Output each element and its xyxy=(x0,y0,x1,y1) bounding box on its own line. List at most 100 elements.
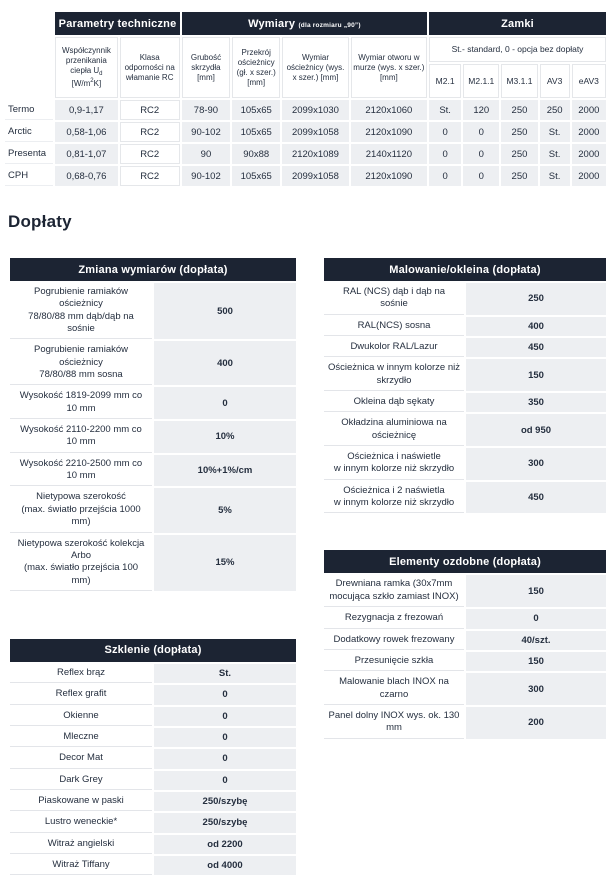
surcharge-price: 300 xyxy=(466,448,606,480)
table-row: Lustro weneckie* 250/szybę xyxy=(10,813,296,833)
cell-rc: RC2 xyxy=(119,166,180,186)
surcharge-label: Dark Grey xyxy=(10,770,152,790)
surcharge-price: 0 xyxy=(154,706,296,726)
table-row: Mleczne 0 xyxy=(10,727,296,748)
col-header-wall-opening: Wymiar otworu w murze (wys. x szer.) [mm… xyxy=(350,37,428,98)
surcharge-label: Nietypowa szerokość kolekcja Arbo (max. … xyxy=(10,534,152,591)
surcharge-table-elementy-ozdobne: Elementy ozdobne (dopłata) Drewniana ram… xyxy=(322,548,608,740)
surcharge-label: Dwukolor RAL/Lazur xyxy=(324,338,464,358)
table-row: Wysokość 2110-2200 mm co 10 mm 10% xyxy=(10,421,296,453)
cell-rc: RC2 xyxy=(119,144,180,164)
surcharge-price: 400 xyxy=(466,316,606,337)
table-row: Piaskowane w paski 250/szybę xyxy=(10,791,296,812)
surcharge-table-title: Elementy ozdobne (dopłata) xyxy=(324,550,606,574)
table-row: Wysokość 2210-2500 mm co 10 mm 10%+1%/cm xyxy=(10,454,296,487)
surcharge-label: Ościeżnica i 2 naświetla w innym kolorze… xyxy=(324,481,464,514)
table-row: Drewniana ramka (30x7mm mocująca szkło z… xyxy=(324,575,606,608)
surcharge-price: 250/szybę xyxy=(154,813,296,833)
spec-table-section: Parametry techniczne Wymiary (dla rozmia… xyxy=(0,0,612,188)
col-header-rc: Klasa odporności na włamanie RC xyxy=(119,37,180,98)
cell-thickness: 78-90 xyxy=(181,100,231,120)
surcharge-price: 350 xyxy=(466,393,606,413)
surcharge-label: Ościeżnica i naświetle w innym kolorze n… xyxy=(324,448,464,480)
table-row: Ościeżnica i 2 naświetla w innym kolorze… xyxy=(324,481,606,514)
table-row: Decor Mat 0 xyxy=(10,749,296,769)
table-row: Ościeżnica w innym kolorze niż skrzydło 1… xyxy=(324,359,606,392)
surcharge-label: Mleczne xyxy=(10,727,152,748)
surcharge-label: Przesunięcie szkła xyxy=(324,651,464,672)
surcharge-table-malowanie: Malowanie/okleina (dopłata) RAL (NCS) dą… xyxy=(322,256,608,515)
row-label: Termo xyxy=(5,100,54,120)
surcharge-table-title: Szklenie (dopłata) xyxy=(10,638,296,662)
cell-av3: St. xyxy=(539,144,570,164)
cell-wall-opening: 2120x1090 xyxy=(350,166,428,186)
surcharge-label: RAL(NCS) sosna xyxy=(324,316,464,337)
cell-m311: 250 xyxy=(501,122,538,142)
cell-ud: 0,9-1,17 xyxy=(55,100,118,120)
cell-ud: 0,81-1,07 xyxy=(55,144,118,164)
col-header-m21: M2.1 xyxy=(429,64,462,98)
section-title: Zamki xyxy=(501,17,534,30)
col-header-av3: AV3 xyxy=(539,64,570,98)
table-row: Dwukolor RAL/Lazur 450 xyxy=(324,338,606,358)
cell-wall-opening: 2120x1090 xyxy=(350,122,428,142)
cell-wall-opening: 2120x1060 xyxy=(350,100,428,120)
surcharge-price: 150 xyxy=(466,359,606,392)
surcharge-price: od 4000 xyxy=(154,855,296,876)
surcharge-column-left: Zmiana wymiarów (dopłata) Pogrubienie ra… xyxy=(8,256,298,877)
cell-wall-opening: 2140x1120 xyxy=(350,144,428,164)
col-header-m311: M3.1.1 xyxy=(501,64,538,98)
table-row: Nietypowa szerokość (max. światło przejś… xyxy=(10,488,296,533)
surcharge-price: 450 xyxy=(466,481,606,514)
table-row-cph: CPH 0,68-0,76 RC2 90-102 105x65 2099x105… xyxy=(5,166,606,186)
cell-rc: RC2 xyxy=(119,122,180,142)
surcharge-price: 0 xyxy=(154,727,296,748)
table-row: Panel dolny INOX wys. ok. 130 mm 200 xyxy=(324,706,606,739)
table-row: Witraż Tiffany od 4000 xyxy=(10,855,296,876)
surcharge-price: 0 xyxy=(154,685,296,705)
cell-frame-dim: 2099x1030 xyxy=(282,100,349,120)
section-bar-zamki: Zamki xyxy=(429,12,606,35)
col-header-frame-dim: Wymiar ościeżnicy (wys. x szer.) [mm] xyxy=(282,37,349,98)
spec-lock-cols-row: M2.1 M2.1.1 M3.1.1 AV3 eAV3 xyxy=(5,64,606,98)
surcharge-label: Pogrubienie ramiaków ościeżnicy 78/80/88… xyxy=(10,283,152,340)
surcharge-price: 0 xyxy=(154,770,296,790)
surcharge-table-zmiana-wymiarow: Zmiana wymiarów (dopłata) Pogrubienie ra… xyxy=(8,256,298,593)
surcharge-label: Ościeżnica w innym kolorze niż skrzydło xyxy=(324,359,464,392)
surcharge-label: Piaskowane w paski xyxy=(10,791,152,812)
surcharge-price: 10%+1%/cm xyxy=(154,454,296,487)
cell-m21: 0 xyxy=(429,166,462,186)
row-label: Presenta xyxy=(5,144,54,164)
surcharge-price: 450 xyxy=(466,338,606,358)
surcharge-price: 40/szt. xyxy=(466,630,606,650)
table-row-presenta: Presenta 0,81-1,07 RC2 90 90x88 2120x108… xyxy=(5,144,606,164)
cell-ud: 0,58-1,06 xyxy=(55,122,118,142)
surcharge-table-szklenie: Szklenie (dopłata) Reflex brąz St. Reflex… xyxy=(8,637,298,877)
ud-text: Współczynnik przenikania ciepła U xyxy=(61,45,111,75)
spacer xyxy=(322,515,608,548)
table-row: Reflex grafit 0 xyxy=(10,685,296,705)
cell-ud: 0,68-0,76 xyxy=(55,166,118,186)
table-row: Ościeżnica i naświetle w innym kolorze n… xyxy=(324,448,606,480)
cell-frame-section: 105x65 xyxy=(232,122,281,142)
cell-av3: 250 xyxy=(539,100,570,120)
cell-m211: 0 xyxy=(463,122,500,142)
surcharge-columns: Zmiana wymiarów (dopłata) Pogrubienie ra… xyxy=(8,256,608,877)
surcharge-price: 0 xyxy=(154,749,296,769)
surcharge-label: Reflex brąz xyxy=(10,663,152,684)
surcharge-label: Dodatkowy rowek frezowany xyxy=(324,630,464,650)
surcharge-label: Nietypowa szerokość (max. światło przejś… xyxy=(10,488,152,533)
spec-subheader-row: Współczynnik przenikania ciepła Ud [W/m2… xyxy=(5,37,606,98)
cell-frame-section: 105x65 xyxy=(232,166,281,186)
col-header-thickness: Grubość skrzydła [mm] xyxy=(181,37,231,98)
table-row: Witraż angielski od 2200 xyxy=(10,834,296,854)
surcharge-label: Witraż Tiffany xyxy=(10,855,152,876)
surcharge-label: Pogrubienie ramiaków ościeżnicy 78/80/88… xyxy=(10,341,152,386)
surcharge-label: Wysokość 2210-2500 mm co 10 mm xyxy=(10,454,152,487)
surcharge-price: 250/szybę xyxy=(154,791,296,812)
cell-frame-section: 105x65 xyxy=(232,100,281,120)
cell-eav3: 2000 xyxy=(571,122,606,142)
surcharge-label: Reflex grafit xyxy=(10,685,152,705)
surcharge-price: 500 xyxy=(154,283,296,340)
table-row: RAL (NCS) dąb i dąb na sośnie 250 xyxy=(324,283,606,315)
